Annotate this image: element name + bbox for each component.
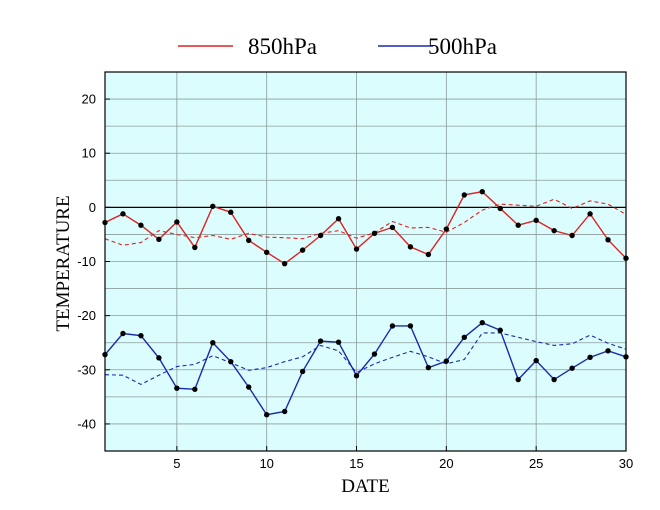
ticks: 5 10 15 20 25 30 -40 -30 -20 -10 0 10 20 bbox=[77, 92, 633, 471]
data-point bbox=[533, 217, 539, 224]
data-point bbox=[389, 224, 396, 231]
y-tick-label: 20 bbox=[82, 92, 96, 107]
data-point bbox=[371, 230, 378, 237]
data-point bbox=[281, 408, 288, 415]
data-point bbox=[407, 244, 414, 250]
data-point bbox=[263, 412, 270, 418]
data-point bbox=[605, 237, 611, 243]
data-point bbox=[479, 319, 485, 326]
series-mean-line-850hPa bbox=[104, 198, 627, 246]
data-point bbox=[551, 376, 557, 383]
data-point bbox=[461, 192, 468, 198]
legend-label-500hPa: 500hPa bbox=[428, 34, 497, 59]
data-point bbox=[138, 222, 144, 228]
series-500hPa bbox=[102, 319, 629, 418]
data-point bbox=[192, 244, 198, 251]
data-point bbox=[120, 211, 126, 217]
data-point bbox=[156, 355, 162, 361]
data-point bbox=[299, 247, 306, 253]
x-tick-label: 30 bbox=[619, 456, 633, 471]
x-tick-label: 5 bbox=[173, 456, 180, 471]
y-tick-label: -40 bbox=[77, 416, 96, 431]
data-point bbox=[569, 365, 575, 371]
data-point bbox=[533, 357, 539, 364]
y-tick-label: -20 bbox=[77, 308, 96, 323]
x-tick-label: 10 bbox=[259, 456, 273, 471]
data-point bbox=[174, 385, 180, 391]
series-850hPa bbox=[102, 188, 629, 267]
data-point bbox=[371, 351, 378, 357]
data-point bbox=[353, 373, 360, 379]
data-point bbox=[461, 334, 468, 340]
data-point bbox=[246, 384, 252, 390]
data-point bbox=[497, 327, 503, 333]
data-point bbox=[317, 232, 324, 239]
data-point bbox=[138, 332, 144, 339]
data-point bbox=[497, 205, 503, 212]
series-mean-line-500hPa bbox=[104, 332, 627, 386]
data-point bbox=[515, 376, 521, 383]
y-tick-label: 10 bbox=[82, 146, 96, 161]
x-tick-label: 25 bbox=[529, 456, 543, 471]
data-point bbox=[210, 340, 216, 346]
data-point bbox=[443, 358, 450, 364]
data-point bbox=[551, 227, 557, 234]
y-tick-label: -30 bbox=[77, 362, 96, 377]
legend-label-850hPa: 850hPa bbox=[248, 34, 317, 59]
data-point bbox=[120, 330, 126, 337]
series-layer bbox=[102, 188, 629, 418]
data-point bbox=[389, 323, 396, 329]
data-point bbox=[425, 364, 432, 371]
data-point bbox=[587, 354, 593, 361]
data-point bbox=[335, 339, 342, 345]
data-point bbox=[479, 188, 485, 195]
y-tick-label: 0 bbox=[89, 200, 96, 215]
data-point bbox=[353, 246, 360, 252]
data-point bbox=[228, 358, 234, 365]
legend: 850hPa 500hPa bbox=[178, 34, 497, 59]
data-point bbox=[335, 216, 342, 222]
x-tick-label: 15 bbox=[349, 456, 363, 471]
data-point bbox=[156, 236, 162, 243]
data-point bbox=[587, 211, 593, 217]
data-point bbox=[407, 323, 414, 329]
data-point bbox=[299, 368, 306, 375]
data-point bbox=[263, 249, 270, 255]
series-line-500hPa bbox=[104, 321, 627, 416]
data-point bbox=[281, 260, 288, 267]
x-axis-label: DATE bbox=[341, 476, 390, 497]
series-line-850hPa bbox=[104, 190, 627, 265]
data-point bbox=[605, 348, 611, 354]
data-point bbox=[425, 251, 432, 258]
data-point bbox=[192, 386, 198, 392]
data-point bbox=[174, 219, 180, 225]
data-point bbox=[246, 237, 252, 244]
x-tick-label: 20 bbox=[439, 456, 453, 471]
data-point bbox=[569, 232, 575, 239]
data-point bbox=[443, 226, 450, 232]
y-axis-label: TEMPERATURE bbox=[53, 195, 74, 331]
y-tick-label: -10 bbox=[77, 254, 96, 269]
data-point bbox=[210, 203, 216, 209]
data-point bbox=[317, 338, 324, 344]
data-point bbox=[228, 209, 234, 215]
data-point bbox=[515, 222, 521, 228]
